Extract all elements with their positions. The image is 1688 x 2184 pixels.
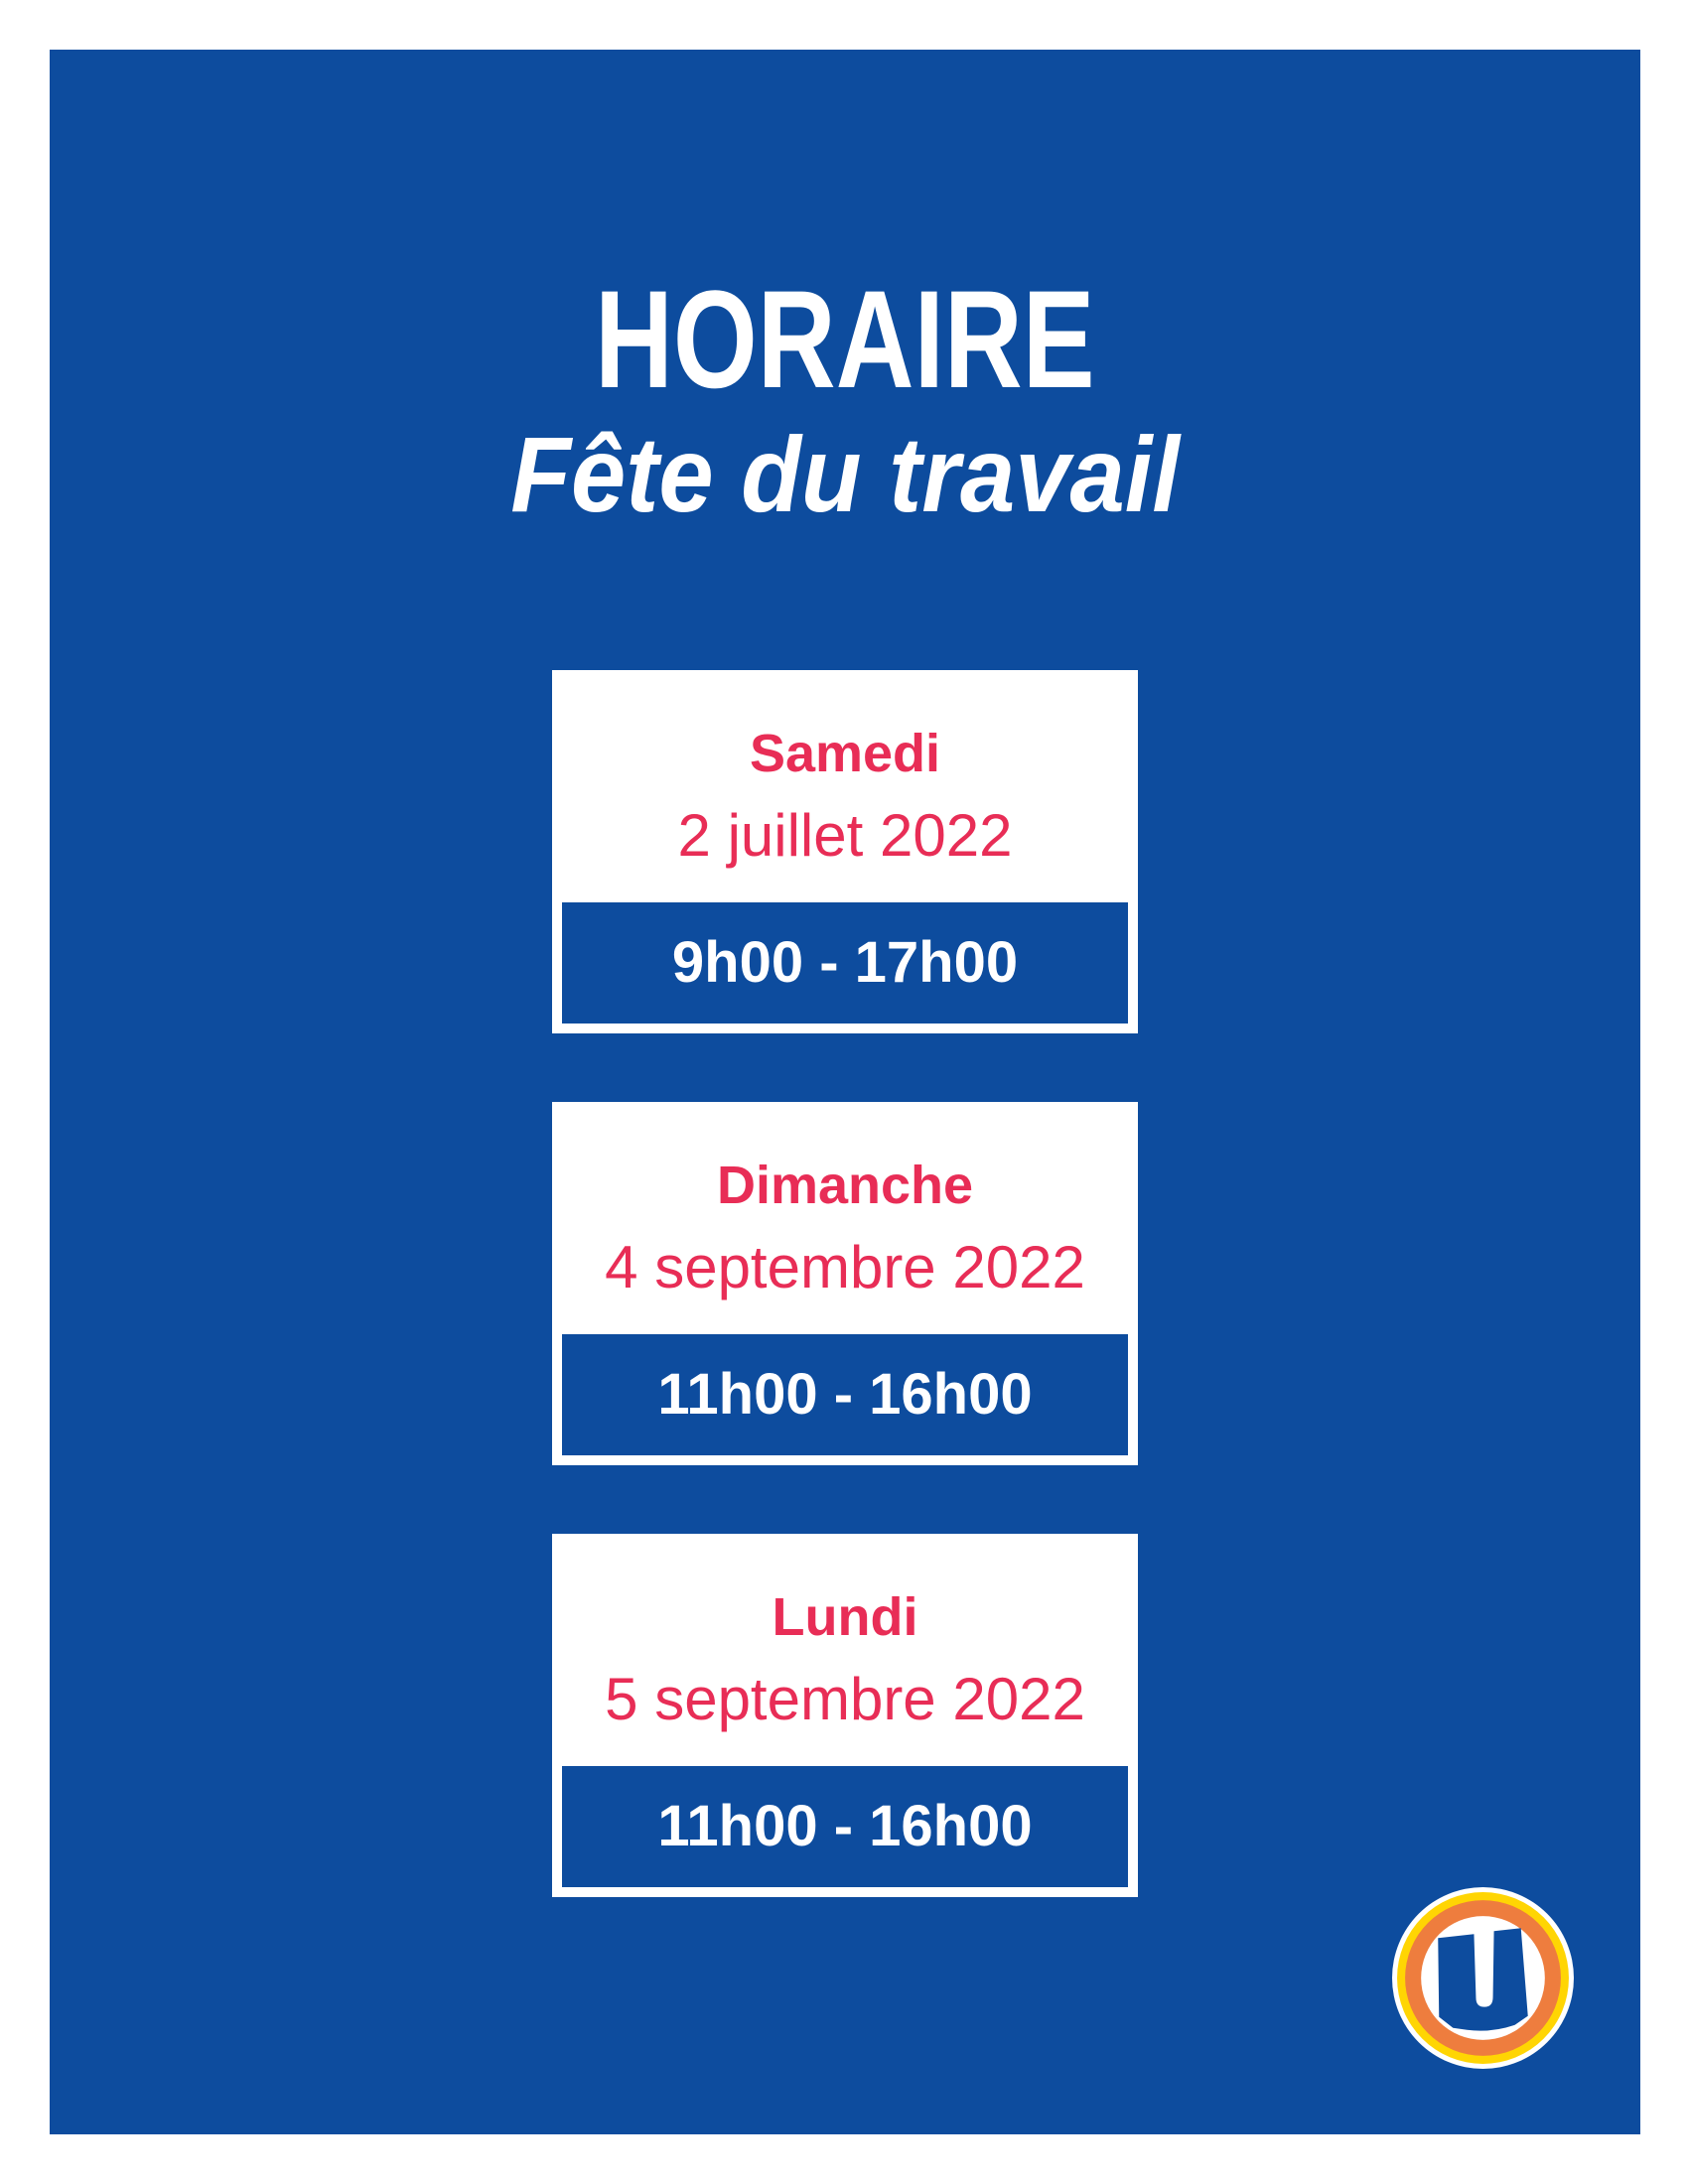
card-date-label: 4 septembre 2022 (605, 1234, 1085, 1300)
schedule-card-lundi: Lundi 5 septembre 2022 11h00 - 16h00 (552, 1534, 1138, 1897)
card-day-label: Lundi (772, 1587, 918, 1647)
u-letter (1438, 1928, 1528, 2031)
card-hours-band: 11h00 - 16h00 (562, 1766, 1128, 1887)
schedule-cards: Samedi 2 juillet 2022 9h00 - 17h00 Diman… (50, 670, 1640, 1897)
card-hours-band: 9h00 - 17h00 (562, 902, 1128, 1024)
page-subtitle: Fête du travail (50, 421, 1640, 528)
poster-panel: HORAIRE Fête du travail Samedi 2 juillet… (50, 50, 1640, 2134)
page-subtitle-text: Fête du travail (510, 414, 1180, 534)
card-day-label: Dimanche (716, 1156, 974, 1215)
schedule-card-samedi: Samedi 2 juillet 2022 9h00 - 17h00 (552, 670, 1138, 1033)
u-brand-logo-icon (1392, 1887, 1574, 2069)
page-title-text: HORAIRE (595, 261, 1095, 417)
card-date-label: 2 juillet 2022 (677, 802, 1013, 869)
card-hours-label: 11h00 - 16h00 (657, 1362, 1033, 1427)
page-title: HORAIRE (50, 270, 1640, 409)
schedule-card-dimanche: Dimanche 4 septembre 2022 11h00 - 16h00 (552, 1102, 1138, 1465)
card-hours-band: 11h00 - 16h00 (562, 1334, 1128, 1455)
card-date-label: 5 septembre 2022 (605, 1666, 1085, 1732)
card-hours-label: 11h00 - 16h00 (657, 1794, 1033, 1858)
card-day-label: Samedi (749, 724, 941, 783)
card-hours-label: 9h00 - 17h00 (671, 930, 1019, 995)
